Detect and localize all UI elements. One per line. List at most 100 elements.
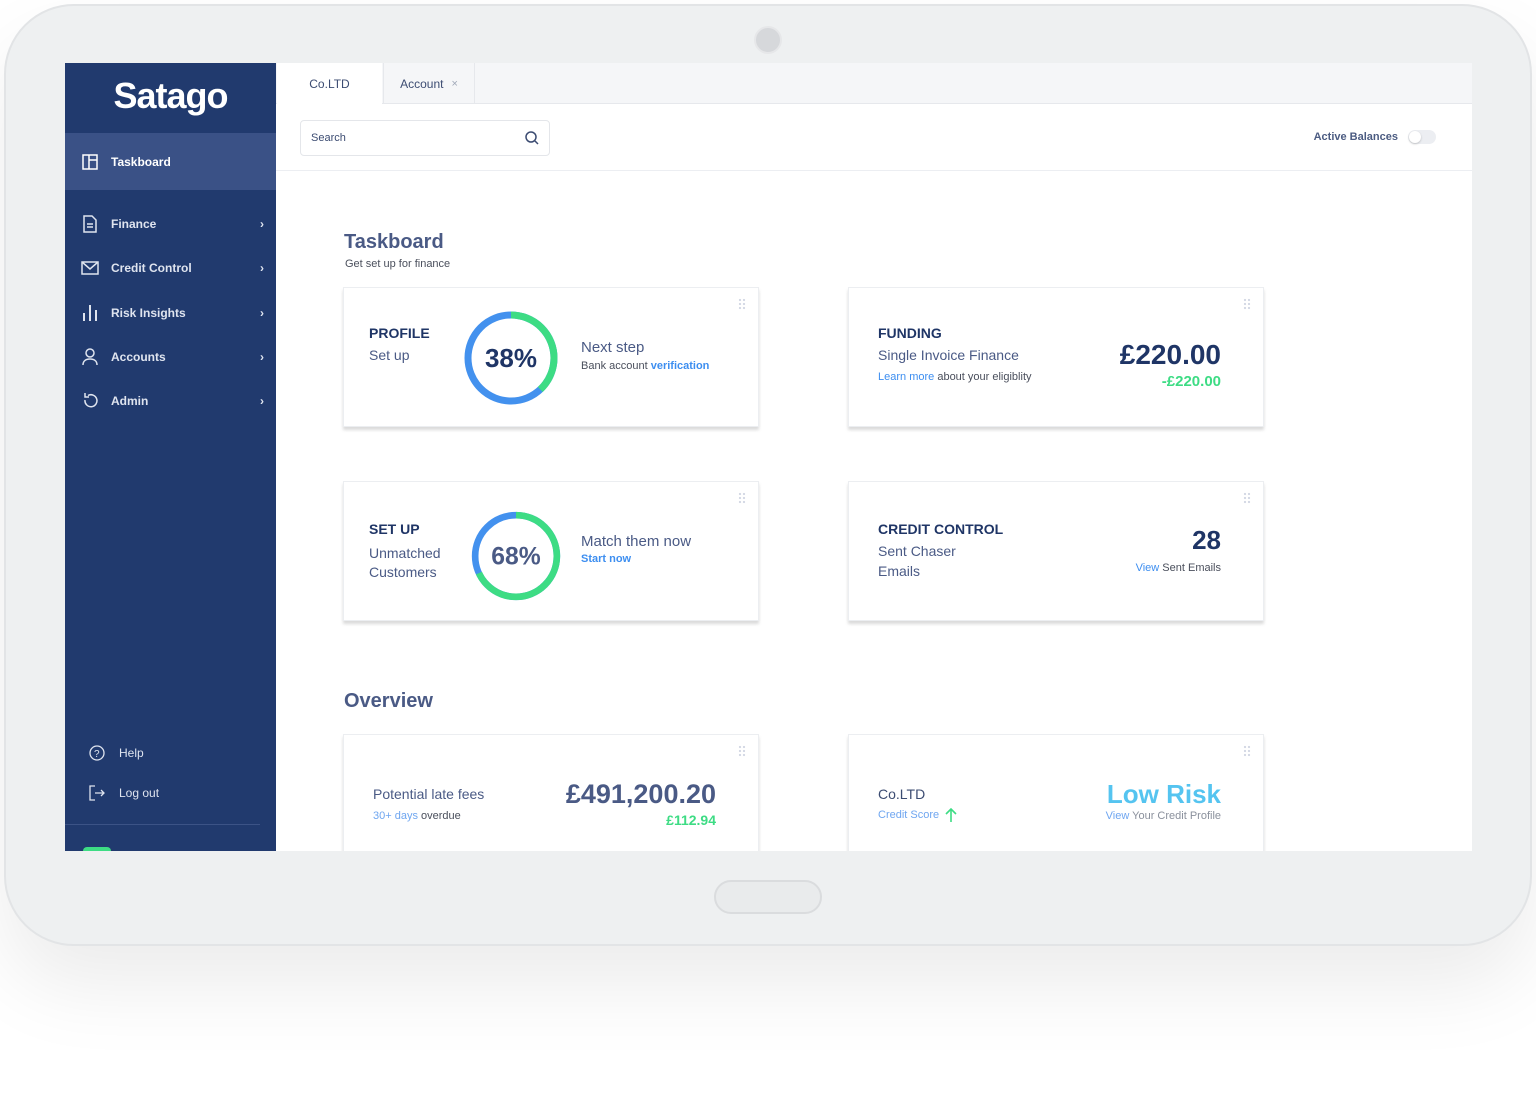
home-button [714,880,822,914]
progress-donut: 68% [470,510,561,601]
next-step-detail: Bank account [581,360,648,372]
start-now-link[interactable]: Start now [581,553,632,565]
divider [65,824,260,825]
search-placeholder: Search [311,132,346,144]
drag-handle-icon[interactable] [738,298,746,310]
sidebar-item-label: Finance [111,217,157,231]
sidebar: Satago Taskboard Finance › Credit Control… [65,63,276,851]
card-title: CREDIT CONTROL [878,521,1004,537]
card-subtitle: Potential late fees [373,786,485,802]
drag-handle-icon[interactable] [738,492,746,504]
drag-handle-icon[interactable] [1243,298,1251,310]
search-icon[interactable] [525,131,539,145]
sidebar-item-label: Admin [111,394,149,408]
next-step-label: Match them now [581,533,692,550]
sidebar-item-credit-control[interactable]: Credit Control › [65,246,276,290]
card-subtitle: Customers [369,564,437,580]
card-title: PROFILE [369,325,430,341]
logo: Satago [113,75,228,116]
app-screen: Satago Taskboard Finance › Credit Control… [65,63,1472,851]
document-icon [65,215,111,233]
drag-handle-icon[interactable] [1243,492,1251,504]
refresh-icon [65,392,111,410]
late-fees-amount: £491,200.20 [565,779,716,809]
learn-more-link[interactable]: Learn more [878,371,935,383]
toggle-switch[interactable] [1408,130,1436,144]
donut-progress [471,511,561,601]
overdue-text: overdue [421,810,461,822]
late-fees-delta: £112.94 [666,812,716,828]
sidebar-item-label: Log out [119,786,160,800]
card-subtitle: Set up [369,347,410,363]
funding-amount: £220.00 [1119,339,1221,370]
sent-emails-text: Sent Emails [1162,562,1221,574]
chevron-right-icon: › [260,217,264,231]
page-title: Taskboard [344,231,444,253]
view-credit-profile-link[interactable]: View [1105,810,1130,822]
sidebar-item-accounts[interactable]: Accounts › [65,335,276,379]
toggle-label: Active Balances [1313,131,1398,143]
chevron-right-icon: › [260,394,264,408]
status-indicator [83,847,111,851]
next-step-label: Next step [581,339,645,356]
chevron-right-icon: › [260,261,264,275]
sidebar-item-label: Risk Insights [111,306,186,320]
sidebar-item-risk-insights[interactable]: Risk Insights › [65,291,276,335]
credit-score-card[interactable]: Co.LTD Credit Score Low Risk View Your C… [848,734,1264,851]
company-name: Co.LTD [878,786,926,802]
bar-chart-icon [65,304,111,322]
card-subtitle: Sent Chaser [878,543,956,559]
drag-handle-icon[interactable] [738,745,746,757]
card-subtitle: Unmatched [369,545,441,561]
email-count: 28 [1192,525,1221,555]
mail-icon [65,261,111,275]
overview-title: Overview [344,690,433,712]
sidebar-item-label: Help [119,746,144,760]
sidebar-item-logout[interactable]: Log out [65,771,276,815]
sidebar-item-taskboard[interactable]: Taskboard [65,133,276,190]
setup-card[interactable]: SET UP Unmatched Customers 68% Match the… [343,481,759,621]
view-link[interactable]: View [1135,562,1160,574]
tab-label: Co.LTD [309,77,350,91]
funding-card[interactable]: FUNDING Single Invoice Finance Learn mor… [848,287,1264,427]
donut-chart [464,311,558,405]
top-bar: Search Active Balances [276,104,1472,171]
donut-label: 68% [491,541,541,570]
donut-progress [464,311,558,405]
risk-level: Low Risk [1106,779,1221,809]
tab-co-ltd[interactable]: Co.LTD [277,63,382,105]
overdue-link[interactable]: 30+ days [373,810,418,822]
sidebar-item-finance[interactable]: Finance › [65,202,276,246]
camera [754,26,782,54]
logout-icon [65,785,119,801]
close-icon[interactable]: × [451,77,458,90]
sidebar-item-label: Credit Control [111,261,192,275]
verification-link[interactable]: verification [650,360,710,372]
chevron-right-icon: › [260,350,264,364]
search-input[interactable]: Search [300,120,550,156]
progress-donut: 38% [463,310,559,406]
arrow-up-icon [945,808,957,822]
credit-control-card[interactable]: CREDIT CONTROL Sent Chaser Emails 28 Vie… [848,481,1264,621]
sidebar-item-label: Taskboard [111,154,171,169]
card-title: SET UP [369,521,420,537]
sidebar-item-help[interactable]: ? Help [65,731,276,775]
donut-chart [471,511,561,601]
help-icon: ? [65,745,119,761]
eligibility-text: about your eligiblity [937,371,1032,383]
sidebar-item-label: Accounts [111,350,166,364]
donut-label: 38% [484,342,538,373]
card-subtitle: Emails [878,563,921,579]
drag-handle-icon[interactable] [1243,745,1251,757]
profile-card[interactable]: PROFILE Set up 38% Next step Bank accoun… [343,287,759,427]
credit-score-link[interactable]: Credit Score [878,809,940,821]
credit-profile-text: Your Credit Profile [1132,810,1221,822]
sidebar-item-admin[interactable]: Admin › [65,379,276,423]
funding-delta: -£220.00 [1161,373,1221,390]
late-fees-card[interactable]: Potential late fees 30+ days overdue £49… [343,734,759,851]
tab-account[interactable]: Account × [383,63,475,104]
card-subtitle: Single Invoice Finance [878,347,1019,363]
active-balances-toggle[interactable]: Active Balances [1314,130,1436,144]
tab-label: Account [400,76,444,91]
tab-bar: Co.LTD Account × [276,63,1472,105]
